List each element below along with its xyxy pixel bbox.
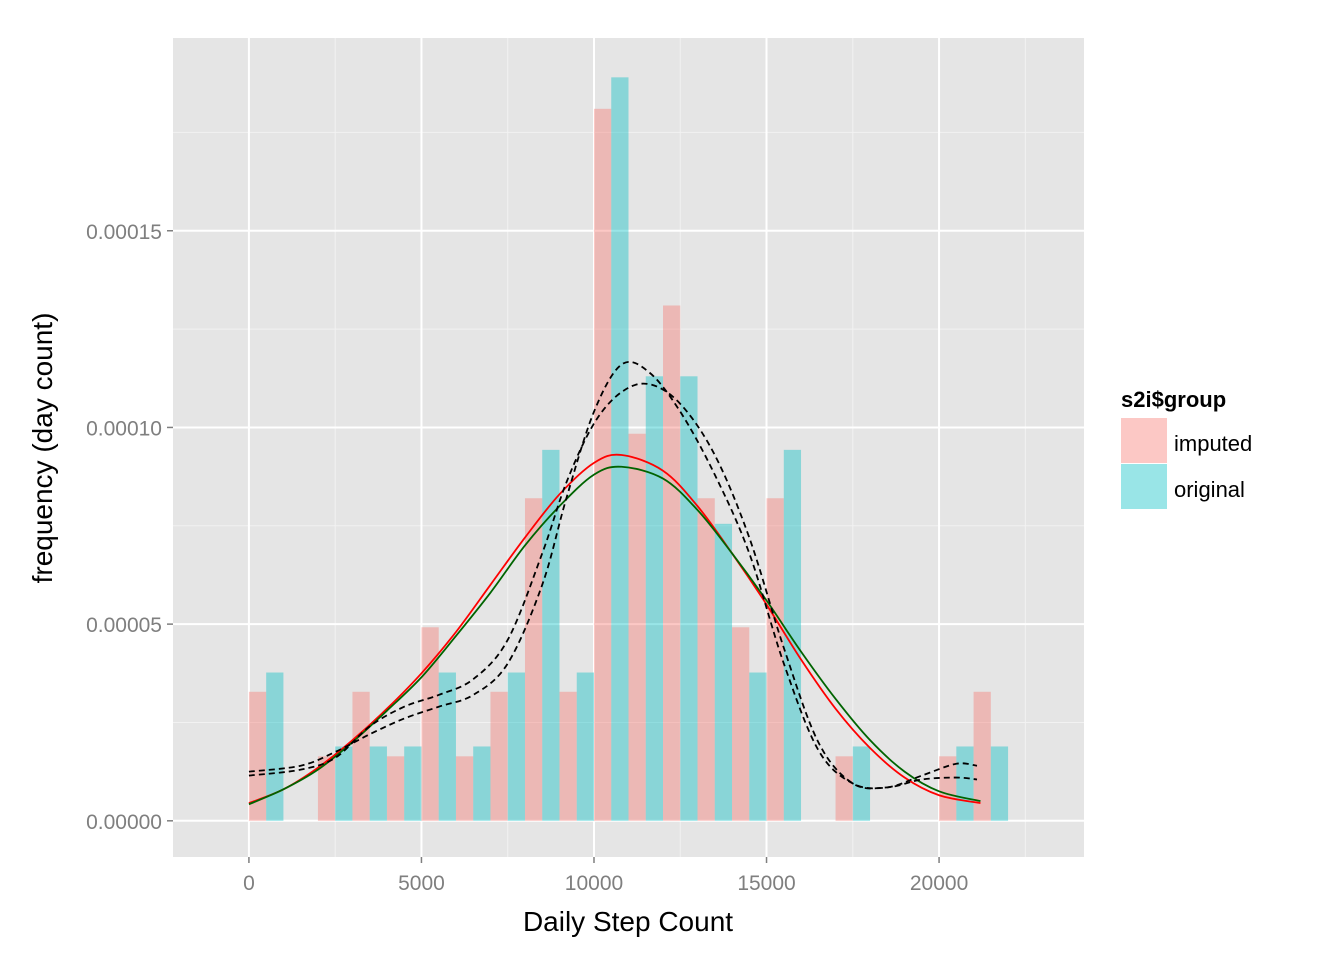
bar-imputed [421, 627, 439, 821]
legend-label-imputed: imputed [1174, 431, 1252, 456]
x-tick-label: 15000 [737, 872, 795, 895]
bar-imputed [593, 108, 612, 821]
bar-original [335, 746, 353, 821]
bar-original [404, 746, 422, 821]
plot-panel [173, 38, 1084, 857]
minor-gridlines [173, 38, 1084, 857]
legend-key-original [1121, 464, 1167, 509]
bar-imputed [973, 691, 991, 821]
bar-imputed [766, 498, 784, 821]
y-axis-title: frequency (day count) [27, 313, 58, 584]
bar-imputed [663, 305, 681, 821]
bar-original [680, 376, 698, 821]
x-tick-label: 5000 [398, 872, 445, 895]
bar-imputed [524, 498, 543, 821]
bar-imputed [490, 691, 508, 821]
bar-imputed [559, 691, 577, 821]
x-tick-label: 20000 [910, 872, 968, 895]
y-tick-label: 0.00010 [86, 417, 162, 440]
bar-imputed [939, 756, 957, 821]
bar-original [749, 672, 767, 821]
bar-original [783, 449, 802, 821]
major-gridlines [173, 38, 1084, 857]
bar-imputed [835, 756, 853, 821]
legend-key-imputed [1121, 418, 1167, 463]
bar-original [369, 746, 387, 821]
bar-imputed [248, 691, 267, 821]
x-axis: 0 5000 10000 15000 20000 [243, 857, 968, 895]
y-tick-label: 0.00015 [86, 221, 162, 244]
bar-original [714, 523, 733, 821]
bar-original [611, 77, 629, 821]
x-tick-label: 0 [243, 872, 255, 895]
bar-original [438, 672, 456, 821]
density-curves [248, 360, 981, 806]
bar-imputed [317, 756, 336, 821]
bar-original [507, 672, 525, 821]
bar-original [266, 672, 284, 821]
normal-curve [248, 453, 981, 804]
density-curve-dashed [248, 382, 978, 790]
bar-imputed [628, 433, 646, 821]
x-axis-title: Daily Step Count [523, 906, 733, 937]
legend-label-original: original [1174, 477, 1245, 502]
bar-imputed [352, 691, 370, 821]
bar-original [852, 746, 871, 821]
legend: s2i$group imputed original [1121, 387, 1252, 509]
y-tick-label: 0.00000 [86, 811, 162, 834]
bar-original [956, 746, 974, 821]
y-tick-label: 0.00005 [86, 614, 162, 637]
bar-imputed [732, 627, 750, 821]
bar-imputed [697, 498, 715, 821]
y-axis: 0.00000 0.00005 0.00010 0.00015 [86, 221, 173, 834]
bar-original [542, 449, 560, 821]
bar-imputed [386, 756, 405, 821]
bar-original [645, 376, 664, 821]
legend-title: s2i$group [1121, 387, 1226, 412]
bar-imputed [455, 756, 474, 821]
density-curve-dashed [248, 360, 978, 790]
x-tick-label: 10000 [565, 872, 623, 895]
bar-original [473, 746, 491, 821]
bar-original [990, 746, 1009, 821]
histogram-bars [248, 77, 1009, 821]
bar-original [576, 672, 594, 821]
